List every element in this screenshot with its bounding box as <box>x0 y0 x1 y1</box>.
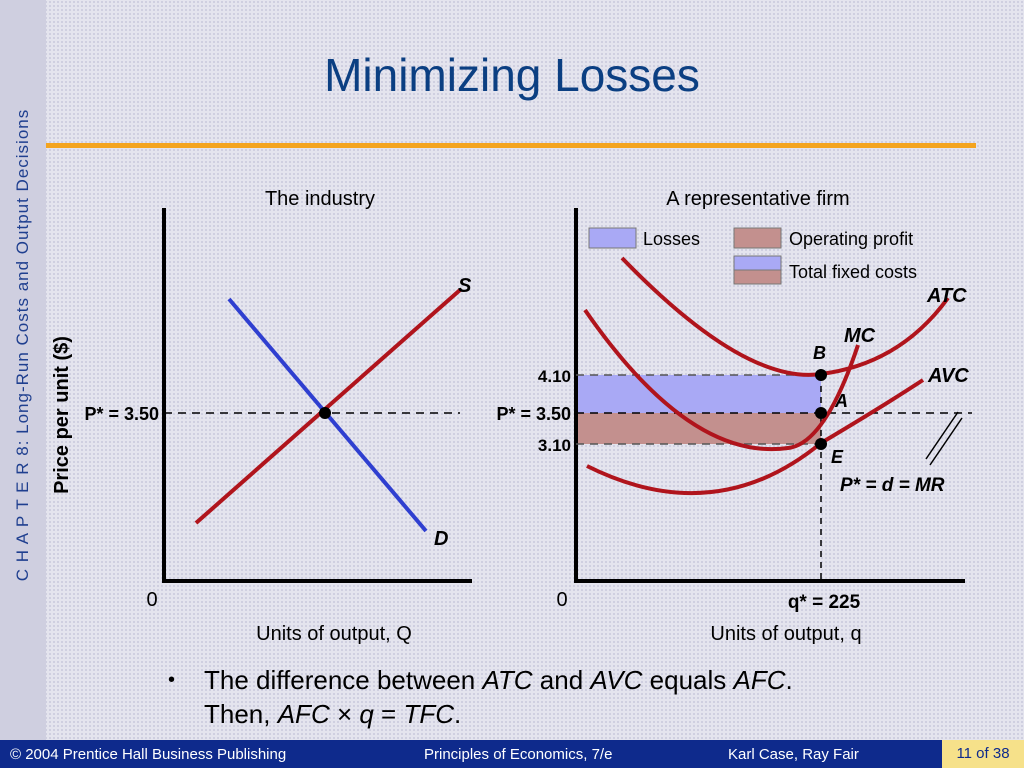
slide-title: Minimizing Losses <box>324 49 700 101</box>
demand-label: D <box>434 528 448 550</box>
supply-curve <box>194 288 462 525</box>
legend-operating-profit-label: Operating profit <box>789 229 913 249</box>
q-star-label: q* = 225 <box>788 592 861 613</box>
legend-losses-swatch <box>588 227 637 249</box>
industry-equilibrium-point <box>319 407 331 419</box>
price-label-mid: P* = 3.50 <box>496 404 571 424</box>
firm-origin: 0 <box>556 589 567 611</box>
bullet-text: The difference between ATC and AVC equal… <box>204 663 793 731</box>
industry-x-axis-label: Units of output, Q <box>256 623 412 645</box>
cost-diagram: The industry Price per unit ($) S D P* =… <box>51 188 972 645</box>
industry-price-label: P* = 3.50 <box>84 404 159 424</box>
industry-title: The industry <box>265 188 375 210</box>
footer-book: Principles of Economics, 7/e <box>424 746 613 763</box>
losses-area <box>576 375 821 413</box>
avc-curve <box>586 378 925 496</box>
firm-x-axis-label: Units of output, q <box>710 623 861 645</box>
firm-title: A representative firm <box>666 188 849 210</box>
mr-pointer-line-2 <box>925 411 959 460</box>
mc-label: MC <box>844 325 876 347</box>
point-a-label: A <box>834 391 848 411</box>
legend-operating-profit-swatch <box>733 227 782 249</box>
legend-losses-label: Losses <box>643 229 700 249</box>
side-strip: C H A P T E R 8: Long-Run Costs and Outp… <box>0 0 46 740</box>
atc-label: ATC <box>926 285 967 307</box>
footer-bar: © 2004 Prentice Hall Business Publishing… <box>0 740 1024 768</box>
legend-tfc-swatch-top <box>733 255 782 271</box>
point-e-label: E <box>831 447 844 467</box>
mr-label: P* = d = MR <box>840 475 945 496</box>
mc-curve <box>583 308 860 452</box>
mr-pointer-line <box>929 417 963 466</box>
legend-tfc-swatch-bottom <box>733 269 782 285</box>
footer-page-number: 11 of 38 <box>942 740 1024 768</box>
title-rule <box>46 143 976 148</box>
industry-origin: 0 <box>146 589 157 611</box>
bullet-line-2: Then, AFC × q = TFC. <box>204 699 462 729</box>
bullet-line-1: The difference between ATC and AVC equal… <box>204 665 793 695</box>
point-b <box>815 369 827 381</box>
y-axis-label: Price per unit ($) <box>51 336 73 494</box>
footer-copyright: © 2004 Prentice Hall Business Publishing <box>10 746 287 763</box>
price-label-low: 3.10 <box>538 436 571 455</box>
point-b-label: B <box>813 343 826 363</box>
footer-authors: Karl Case, Ray Fair <box>728 746 859 763</box>
supply-label: S <box>458 275 472 297</box>
point-a <box>815 407 827 419</box>
price-label-high: 4.10 <box>538 367 571 386</box>
legend-tfc-label: Total fixed costs <box>789 262 917 282</box>
bullet-icon: • <box>168 669 176 691</box>
avc-label: AVC <box>927 365 969 387</box>
point-e <box>815 438 827 450</box>
